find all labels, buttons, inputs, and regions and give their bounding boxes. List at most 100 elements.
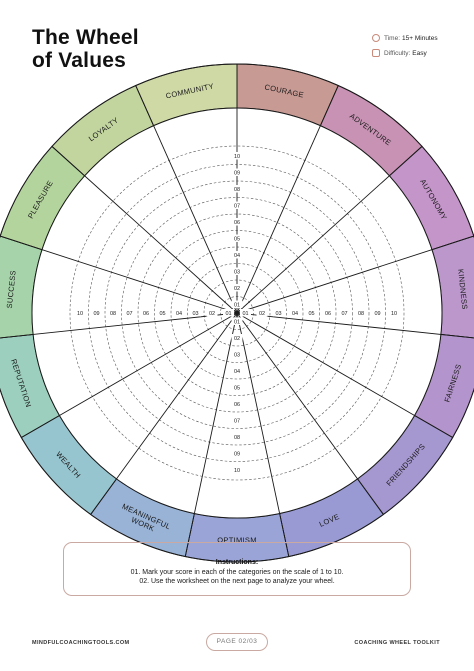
scale-label-bg xyxy=(231,168,243,176)
page-title: The Wheel of Values xyxy=(32,26,139,72)
scale-label-bg xyxy=(256,309,268,317)
scale-label: 10 xyxy=(234,154,240,160)
scale-label-bg xyxy=(231,300,243,308)
wheel-center xyxy=(235,311,239,315)
scale-label: 09 xyxy=(93,311,99,317)
time-info: Time: 15+ Minutes xyxy=(372,34,438,42)
spoke xyxy=(236,312,384,515)
clock-icon xyxy=(372,34,380,42)
spoke xyxy=(21,312,238,438)
wheel-outer-border xyxy=(0,63,474,563)
spoke xyxy=(236,312,474,339)
scale-label: 02 xyxy=(234,286,240,292)
scale-ring-10 xyxy=(69,145,405,481)
spoke xyxy=(236,85,339,314)
time-value: 15+ Minutes xyxy=(402,34,438,42)
scale-label-bg xyxy=(231,251,243,259)
scale-label: 03 xyxy=(234,270,240,276)
scale-label-bg xyxy=(231,400,243,408)
segment-label: OPTIMISM xyxy=(217,536,256,545)
spoke xyxy=(0,312,238,339)
spoke xyxy=(184,312,238,557)
scale-label: 09 xyxy=(234,452,240,458)
scale-label: 06 xyxy=(325,311,331,317)
scale-label: 08 xyxy=(358,311,364,317)
scale-label: 02 xyxy=(259,311,265,317)
scale-label-bg xyxy=(157,309,168,317)
scale-label-bg xyxy=(140,309,152,317)
scale-ring-3 xyxy=(187,263,287,363)
spoke xyxy=(236,312,290,557)
footer-toolkit-name: COACHING WHEEL TOOLKIT xyxy=(354,640,440,646)
scale-label: 07 xyxy=(234,419,240,425)
scale-label-bg xyxy=(190,309,201,317)
scale-label-bg xyxy=(231,416,243,424)
difficulty-info: Difficulty: Easy xyxy=(372,49,427,57)
spoke xyxy=(135,85,238,314)
scale-label: 07 xyxy=(126,311,132,317)
scale-label-bg xyxy=(388,309,400,317)
scale-label-bg xyxy=(231,334,243,342)
footer-website: MINDFULCOACHINGTOOLS.COM xyxy=(32,640,130,646)
scale-label-bg xyxy=(223,309,234,317)
segment-label-group: KINDNESS xyxy=(456,269,469,310)
segment-label-group: SUCCESS xyxy=(5,270,18,309)
segment-label: KINDNESS xyxy=(456,269,469,310)
scale-label: 04 xyxy=(176,311,182,317)
difficulty-icon xyxy=(372,49,380,57)
scale-label: 10 xyxy=(234,468,240,474)
scale-label: 01 xyxy=(225,311,231,317)
difficulty-label: Difficulty: xyxy=(384,49,411,57)
scale-label: 01 xyxy=(242,311,248,317)
scale-label-bg xyxy=(231,367,243,375)
scale-label-bg xyxy=(231,433,243,441)
scale-label: 02 xyxy=(234,336,240,342)
scale-label-bg xyxy=(124,309,135,317)
scale-label-bg xyxy=(339,309,350,317)
scale-label-bg xyxy=(240,309,251,317)
scale-label-bg xyxy=(231,350,243,358)
scale-label: 10 xyxy=(77,311,83,317)
scale-label: 09 xyxy=(374,311,380,317)
scale-label: 06 xyxy=(143,311,149,317)
scale-label-bg xyxy=(231,317,243,325)
scale-label: 08 xyxy=(234,187,240,193)
scale-label-bg xyxy=(231,152,243,160)
scale-label: 10 xyxy=(391,311,397,317)
scale-label-bg xyxy=(231,466,243,474)
scale-label: 07 xyxy=(234,204,240,210)
scale-label: 07 xyxy=(341,311,347,317)
scale-label: 04 xyxy=(234,253,240,259)
scale-label-bg xyxy=(107,309,119,317)
scale-label-bg xyxy=(231,185,243,193)
scale-label: 03 xyxy=(192,311,198,317)
scale-label-bg xyxy=(231,449,243,457)
scale-label-bg xyxy=(74,309,86,317)
scale-label: 09 xyxy=(234,171,240,177)
scale-label: 08 xyxy=(110,311,116,317)
scale-label: 06 xyxy=(234,402,240,408)
scale-label: 06 xyxy=(234,220,240,226)
spoke xyxy=(236,312,453,438)
spoke xyxy=(51,146,238,314)
segment-label-group: OPTIMISM xyxy=(217,536,256,545)
scale-label: 01 xyxy=(234,320,240,326)
spoke xyxy=(236,235,474,314)
wheel-spokes xyxy=(0,64,474,557)
title-line-2: of Values xyxy=(32,49,127,72)
title-line-1: The Wheel xyxy=(32,26,139,49)
scale-label-bg xyxy=(289,309,301,317)
scale-label: 05 xyxy=(159,311,165,317)
scale-label: 05 xyxy=(234,237,240,243)
scale-label-bg xyxy=(231,267,243,275)
scale-label-bg xyxy=(231,201,243,209)
instructions-line-2: 02. Use the worksheet on the next page t… xyxy=(139,578,335,585)
scale-label-bg xyxy=(355,309,367,317)
scale-label-bg xyxy=(231,234,243,242)
spoke xyxy=(90,312,238,515)
scale-label-bg xyxy=(231,218,243,226)
scale-label: 05 xyxy=(308,311,314,317)
scale-label-bg xyxy=(231,284,243,292)
